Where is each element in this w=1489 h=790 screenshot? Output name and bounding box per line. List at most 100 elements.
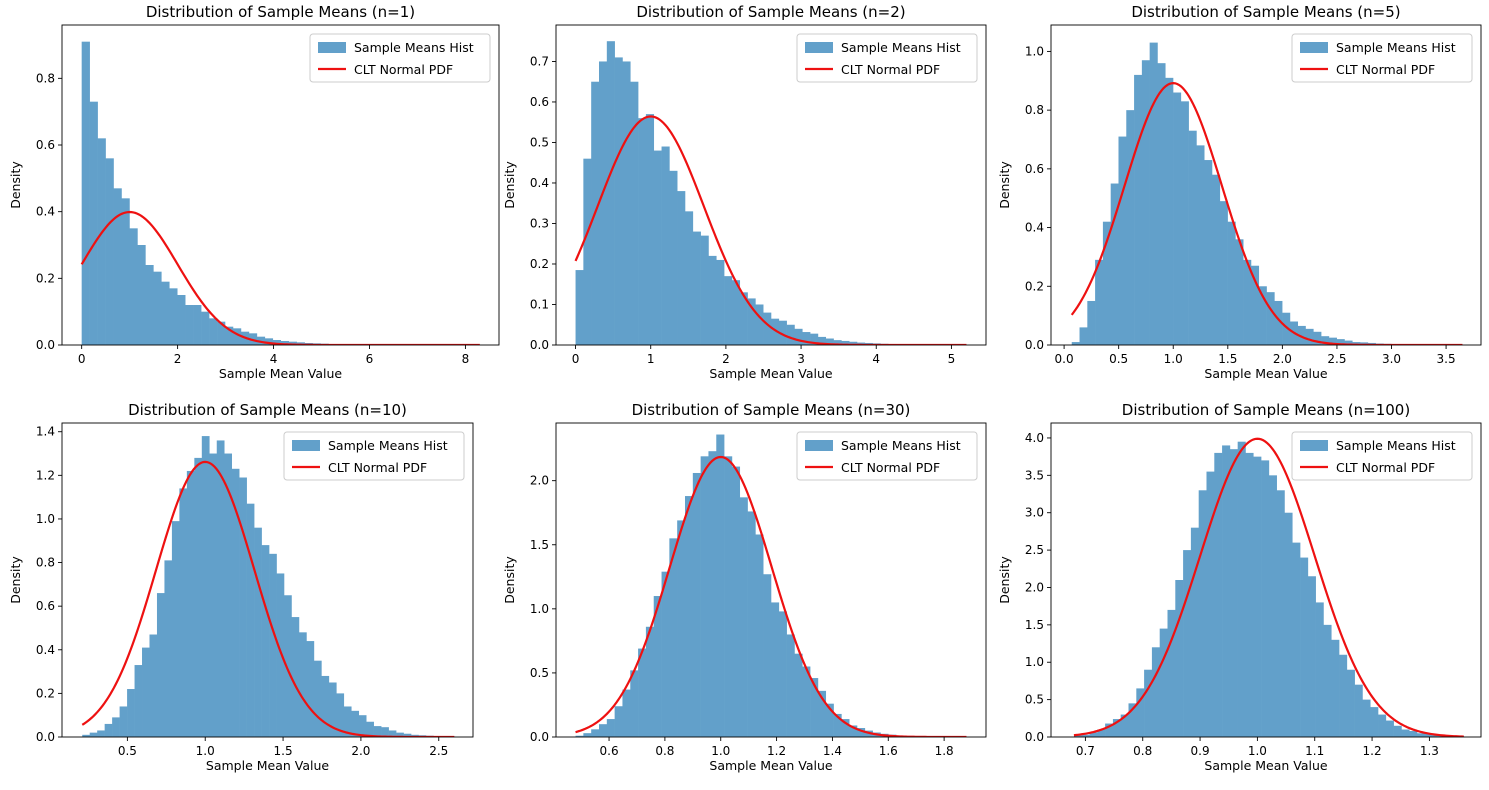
y-tick-label: 0.1 bbox=[530, 297, 549, 311]
histogram-bar bbox=[89, 101, 98, 345]
y-tick-label: 2.5 bbox=[1025, 543, 1044, 557]
histogram-bar bbox=[137, 245, 146, 345]
histogram-bar bbox=[232, 328, 242, 345]
histogram-bar bbox=[794, 328, 803, 345]
histogram-bar bbox=[373, 726, 382, 737]
y-tick-label: 1.2 bbox=[36, 468, 55, 482]
histogram-bar bbox=[614, 57, 623, 345]
histogram-bar bbox=[1188, 130, 1197, 345]
histogram-bar bbox=[700, 456, 709, 737]
histogram-bar bbox=[246, 503, 255, 737]
histogram-bar bbox=[747, 511, 756, 737]
x-tick-label: 2.0 bbox=[351, 744, 370, 758]
histogram-bar bbox=[716, 259, 725, 345]
chart-title: Distribution of Sample Means (n=30) bbox=[632, 401, 911, 419]
histogram-bar bbox=[129, 228, 138, 345]
histogram-bar bbox=[810, 678, 819, 737]
histogram-bar bbox=[1235, 239, 1244, 345]
subplot-4: 0.5 1.0 1.5 2.0 2.5 0.0 0.2 0.4 0.6 0.8 1.0 1.2 1.4 D… bbox=[8, 401, 474, 773]
axes-frame bbox=[61, 422, 474, 738]
x-tick-label: 0 bbox=[78, 352, 86, 366]
histogram-bar bbox=[645, 626, 655, 737]
histogram-bar bbox=[1102, 221, 1111, 345]
x-axis-label: Sample Mean Value bbox=[709, 366, 833, 381]
histogram-bar bbox=[1321, 336, 1330, 345]
histogram-bar bbox=[747, 298, 756, 345]
legend-box bbox=[309, 33, 491, 83]
histogram-bar bbox=[153, 271, 162, 345]
histogram-bar bbox=[1167, 609, 1176, 737]
histogram-bar bbox=[89, 732, 98, 737]
histogram-bar bbox=[313, 660, 322, 737]
histogram-bar bbox=[1352, 342, 1361, 345]
histogram-bar bbox=[583, 158, 592, 345]
plot-area bbox=[574, 41, 967, 345]
histogram-bar bbox=[1073, 735, 1083, 737]
legend-box bbox=[796, 431, 978, 481]
x-tick-label: 1.4 bbox=[823, 744, 842, 758]
histogram-bar bbox=[614, 706, 623, 737]
histogram-bar bbox=[841, 340, 850, 345]
histogram-bar bbox=[1212, 174, 1221, 345]
y-tick-label: 2.0 bbox=[1025, 580, 1044, 594]
histogram-bar bbox=[1157, 63, 1166, 345]
legend-label-hist: Sample Means Hist bbox=[1336, 438, 1456, 453]
y-tick-label: 0.8 bbox=[36, 71, 55, 85]
histogram-bar bbox=[1112, 719, 1122, 737]
histogram-bar bbox=[396, 732, 404, 737]
histogram-bar bbox=[1378, 714, 1387, 737]
y-tick-label: 2.0 bbox=[530, 474, 549, 488]
legend: Sample Means Hist CLT Normal PDF bbox=[1291, 33, 1473, 83]
histogram-bar bbox=[193, 305, 202, 345]
x-tick-label: 1.5 bbox=[1218, 352, 1237, 366]
histogram-bar bbox=[209, 453, 218, 737]
histogram-bar bbox=[778, 320, 787, 345]
y-tick-label: 0.4 bbox=[36, 205, 55, 219]
histogram-bar bbox=[1297, 325, 1306, 345]
y-tick-label: 3.5 bbox=[1025, 468, 1044, 482]
histogram-bar bbox=[177, 295, 186, 345]
histogram-bar bbox=[700, 235, 709, 345]
histogram-bar bbox=[351, 710, 360, 737]
histogram-bar bbox=[217, 321, 226, 345]
legend-swatch-hist bbox=[1300, 440, 1328, 451]
y-tick-label: 1.4 bbox=[36, 425, 55, 439]
histogram-bar bbox=[328, 682, 337, 737]
histogram-bar bbox=[1268, 475, 1277, 737]
histogram-bar bbox=[1198, 490, 1207, 737]
clt-normal-pdf-line bbox=[574, 115, 967, 345]
y-tick-label: 0.2 bbox=[530, 257, 549, 271]
y-tick-label: 0.8 bbox=[36, 556, 55, 570]
x-tick-label: 4 bbox=[270, 352, 278, 366]
legend-label-pdf: CLT Normal PDF bbox=[328, 460, 427, 475]
chart-title: Distribution of Sample Means (n=1) bbox=[146, 3, 415, 21]
histogram-bar bbox=[1206, 471, 1215, 737]
histogram-bar bbox=[1274, 300, 1283, 345]
y-axis-label: Density bbox=[502, 161, 517, 209]
histogram-bar bbox=[201, 436, 210, 737]
y-tick-label: 1.0 bbox=[36, 512, 55, 526]
histogram-bar bbox=[583, 733, 592, 737]
axes-frame bbox=[1050, 422, 1482, 738]
histogram-bar bbox=[575, 270, 584, 345]
legend-label-pdf: CLT Normal PDF bbox=[1336, 460, 1435, 475]
histogram-bar bbox=[1136, 688, 1145, 737]
histogram-bar bbox=[224, 453, 232, 737]
legend: Sample Means Hist CLT Normal PDF bbox=[796, 431, 978, 481]
x-tick-label: 1.5 bbox=[274, 744, 293, 758]
plot-area bbox=[80, 41, 481, 345]
histogram-bar bbox=[1126, 110, 1135, 345]
x-tick-label: 2 bbox=[174, 352, 182, 366]
legend-swatch-hist bbox=[805, 440, 833, 451]
y-tick-label: 0.2 bbox=[36, 271, 55, 285]
histogram-bar bbox=[645, 114, 655, 345]
x-tick-label: 2 bbox=[722, 352, 730, 366]
histogram-bar bbox=[1300, 557, 1309, 737]
x-tick-label: 1.0 bbox=[196, 744, 215, 758]
histogram-bar bbox=[298, 632, 307, 737]
y-tick-label: 0.8 bbox=[1025, 103, 1044, 117]
chart-title: Distribution of Sample Means (n=5) bbox=[1131, 3, 1400, 21]
x-tick-label: 0.8 bbox=[1133, 744, 1152, 758]
axes-frame bbox=[555, 422, 987, 738]
